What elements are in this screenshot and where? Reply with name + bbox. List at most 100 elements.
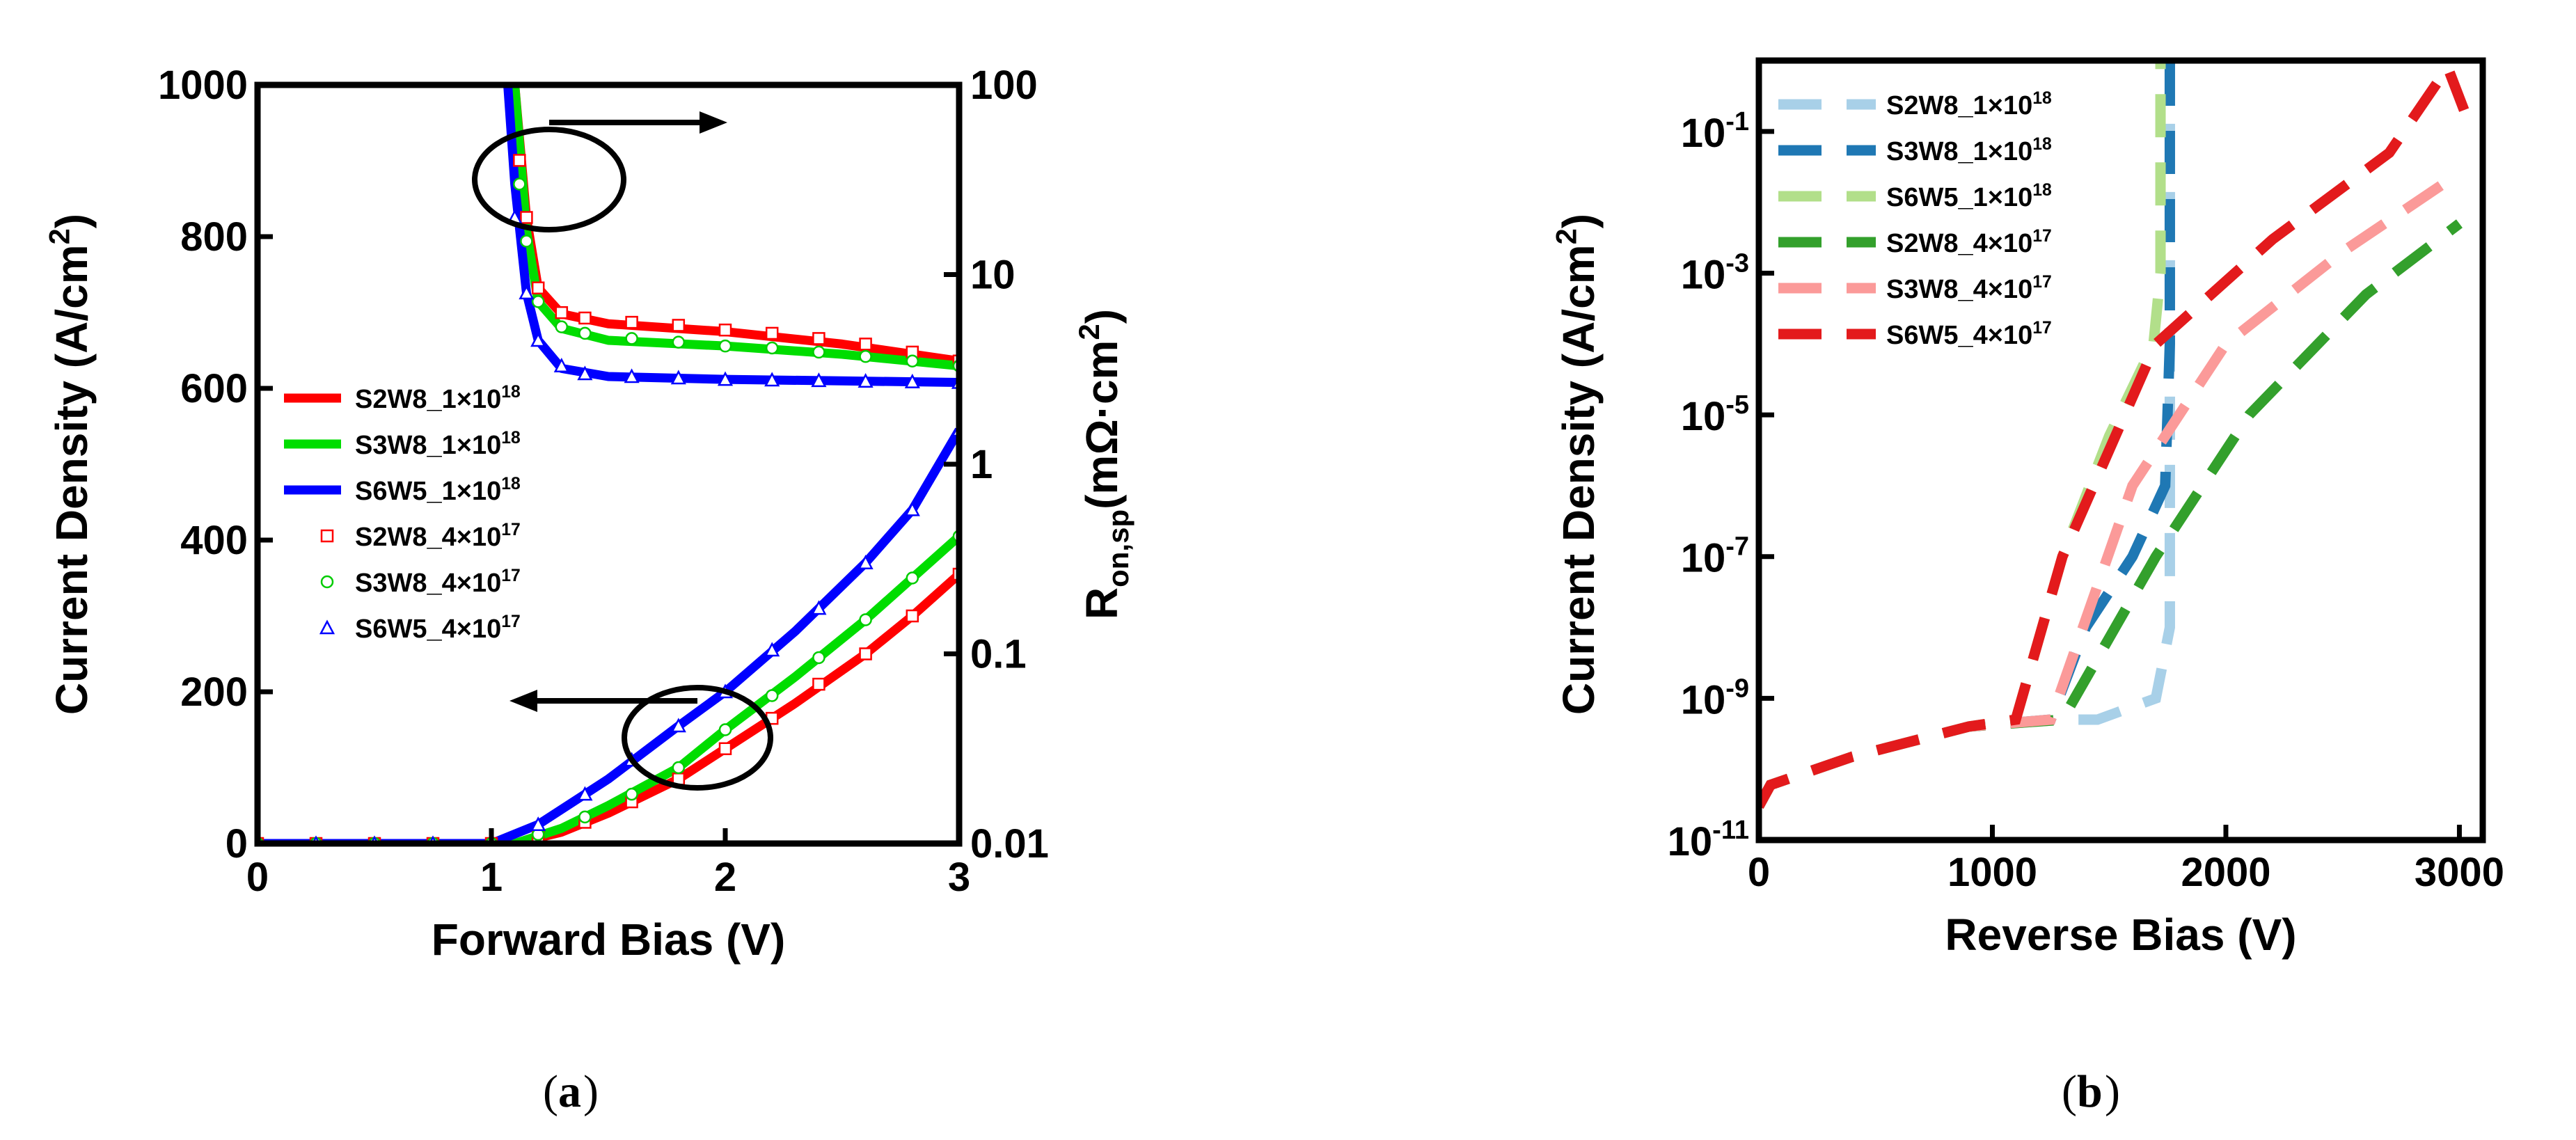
jv-line-2 <box>258 427 959 844</box>
ron-marker-4-11 <box>906 354 919 367</box>
reverse-line-2 <box>1759 61 2166 809</box>
y-left-tick-label-1: 200 <box>180 670 248 715</box>
ron-line-2 <box>503 85 959 387</box>
y-axis-label-b: Current Density (A/cm2) <box>1549 214 1604 715</box>
ron-marker-4-5 <box>625 332 638 345</box>
ron-marker-5-4 <box>577 365 593 381</box>
ron-marker-3-10 <box>859 338 872 351</box>
caption-a-letter: a <box>558 1066 581 1117</box>
ron-marker-4-9 <box>812 345 825 359</box>
y-left-axis-label: Current Density (A/cm2) <box>42 214 97 715</box>
ron-marker-4-3 <box>555 320 569 333</box>
ron-marker-3-9 <box>812 332 825 345</box>
ron-marker-4-0 <box>513 177 526 191</box>
jv-marker-3-12 <box>859 647 872 660</box>
y-tick-label-b-2: 10-7 <box>1681 532 1749 581</box>
legend-marker-3 <box>320 529 334 543</box>
ron-marker-5-6 <box>670 370 686 385</box>
jv-marker-5-11 <box>811 600 827 615</box>
ron-marker-3-3 <box>555 306 569 319</box>
legend-label-5: S6W5_4×1017 <box>355 612 521 644</box>
x-tick-label-a-3: 3 <box>948 855 970 900</box>
x-tick-label-b-1: 1000 <box>1947 850 2037 895</box>
plot-frame-a <box>254 81 963 847</box>
ron-marker-5-7 <box>717 371 734 386</box>
legend-label-3: S2W8_4×1017 <box>355 521 521 552</box>
y-left-tick-label-5: 1000 <box>158 63 248 108</box>
legend-label-b-0: S2W8_1×1018 <box>1886 89 2052 120</box>
ron-marker-3-1 <box>520 211 533 224</box>
jv-marker-5-6 <box>577 786 593 801</box>
ron-marker-3-8 <box>765 326 779 340</box>
ron-marker-5-5 <box>624 368 640 383</box>
legend-label-2: S6W5_1×1018 <box>355 475 521 506</box>
x-tick-label-b-2: 2000 <box>2181 850 2270 895</box>
jv-marker-5-5 <box>530 816 546 831</box>
ron-marker-3-4 <box>578 311 592 325</box>
annotation-arrow-left-head <box>509 690 537 712</box>
y-right-tick-label-4: 100 <box>970 63 1038 108</box>
ron-marker-5-2 <box>530 332 546 347</box>
plot-area-a <box>258 85 959 844</box>
legend-label-1: S3W8_1×1018 <box>355 429 521 460</box>
ron-marker-5-3 <box>553 358 569 372</box>
y-left-tick-label-0: 0 <box>226 821 248 866</box>
y-tick-label-b-4: 10-3 <box>1681 248 1749 297</box>
ron-marker-4-8 <box>765 341 779 355</box>
ron-marker-5-8 <box>764 372 780 387</box>
ron-marker-3-0 <box>513 154 526 167</box>
legend-label-b-1: S3W8_1×1018 <box>1886 135 2052 166</box>
annotation-ellipse-upper <box>472 127 626 232</box>
y-left-tick-label-2: 400 <box>180 518 248 563</box>
ron-marker-4-7 <box>718 339 732 353</box>
jv-marker-4-13 <box>906 571 919 585</box>
jv-marker-4-8 <box>672 761 686 775</box>
ron-marker-3-7 <box>718 323 732 337</box>
legend-label-b-2: S6W5_1×1018 <box>1886 181 2052 212</box>
legend-label-4: S3W8_4×1017 <box>355 567 521 598</box>
legend-label-b-5: S6W5_4×1017 <box>1886 319 2052 350</box>
jv-marker-4-9 <box>718 723 732 736</box>
ron-marker-3-6 <box>672 319 686 332</box>
y-left-tick-label-4: 800 <box>180 214 248 260</box>
x-tick-label-a-2: 2 <box>714 855 736 900</box>
y-right-axis-label: Ron,sp(mΩ·cm2) <box>1073 309 1135 619</box>
jv-marker-3-13 <box>906 609 919 623</box>
jv-marker-5-13 <box>904 501 920 516</box>
ron-marker-4-10 <box>859 349 872 363</box>
ron-marker-4-2 <box>531 295 545 308</box>
legend-marker-4 <box>320 575 334 589</box>
reverse-line-4 <box>1759 176 2451 809</box>
jv-marker-4-11 <box>812 651 825 665</box>
caption-b-close: ) <box>2105 1066 2120 1117</box>
y-right-tick-label-1: 0.1 <box>970 632 1027 677</box>
ron-marker-5-10 <box>858 373 874 388</box>
annotation-arrow-right-head <box>700 111 727 134</box>
panel-b-chart: 0 1000 2000 3000 10-11 10-9 10-7 10-5 10-3 10-1 Re… <box>1549 57 2504 960</box>
legend-marker-5 <box>319 619 335 635</box>
x-tick-label-b-3: 3000 <box>2415 850 2504 895</box>
ron-marker-5-1 <box>519 285 535 300</box>
y-tick-label-b-1: 10-9 <box>1681 674 1749 722</box>
ron-marker-3-5 <box>625 315 638 329</box>
plot-frame-b <box>1755 57 2486 844</box>
ron-marker-4-4 <box>578 326 592 340</box>
y-left-tick-label-3: 600 <box>180 366 248 411</box>
jv-marker-3-11 <box>812 677 825 691</box>
legend-label-b-4: S3W8_4×1017 <box>1886 273 2052 304</box>
jv-marker-4-10 <box>765 689 779 702</box>
ron-marker-4-1 <box>520 235 533 248</box>
reverse-line-5 <box>1759 61 2470 809</box>
ron-marker-3-2 <box>531 281 545 294</box>
jv-marker-5-10 <box>764 642 780 657</box>
y-right-tick-label-2: 1 <box>970 442 993 487</box>
plot-area-b <box>1759 61 2470 809</box>
panel-a-chart: 0 1 2 3 0 200 400 600 800 1000 0.01 0.1 1 10 100 Forwar… <box>42 63 1135 965</box>
legend-label-b-3: S2W8_4×1017 <box>1886 227 2052 258</box>
ron-marker-5-9 <box>811 372 827 388</box>
x-tick-label-a-0: 0 <box>246 855 269 900</box>
jv-marker-5-8 <box>670 718 686 733</box>
y-tick-label-b-5: 10-1 <box>1681 107 1749 156</box>
ron-marker-4-6 <box>672 335 686 349</box>
